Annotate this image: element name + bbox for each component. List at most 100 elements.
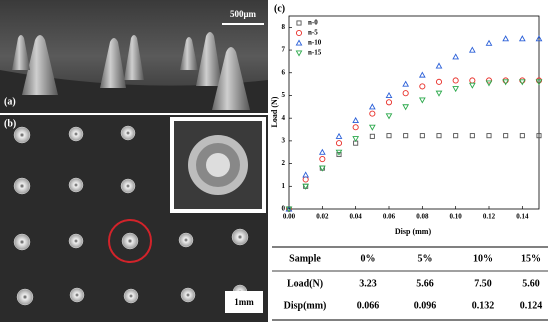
- panel-label: (b): [4, 118, 16, 129]
- chart: (c) Disp (mm) Load (N) 0 1 2 3 4 5 6 7 8 0.00 0.02…: [270, 3, 543, 236]
- marker: [518, 35, 526, 42]
- y-tick-label: 2: [282, 159, 286, 167]
- marker: [385, 113, 393, 120]
- x-tick-label: 0.10: [450, 213, 463, 221]
- marker: [468, 46, 476, 53]
- x-axis-label: Disp (mm): [395, 227, 432, 236]
- marker: [318, 148, 326, 155]
- legend-marker: [295, 50, 303, 57]
- scale-bar-label: 500μm: [230, 9, 257, 19]
- marker: [536, 133, 542, 139]
- table-cell: Load(N): [287, 278, 323, 289]
- marker: [336, 151, 342, 158]
- marker: [435, 78, 443, 85]
- marker: [302, 176, 309, 183]
- table-cell: Disp(mm): [284, 300, 327, 311]
- marker: [535, 35, 543, 42]
- marker: [485, 80, 493, 87]
- table-header-cell: 0%: [361, 253, 376, 264]
- x-tick-label: 0.04: [350, 213, 363, 221]
- table-header-cell: Sample: [289, 253, 321, 264]
- marker: [452, 86, 460, 93]
- panel-label: (a): [4, 96, 16, 107]
- x-tick-label: 0.00: [283, 213, 296, 221]
- y-tick-label: 5: [282, 91, 286, 99]
- marker: [469, 77, 476, 84]
- marker: [352, 136, 360, 143]
- legend-label: n-5: [308, 29, 318, 37]
- marker: [385, 91, 393, 99]
- x-tick-label: 0.12: [483, 213, 496, 221]
- marker: [419, 133, 425, 139]
- marker: [452, 53, 460, 60]
- marker: [386, 133, 392, 139]
- marker: [385, 99, 393, 106]
- marker: [402, 90, 409, 97]
- sem-image-b: 1mm (b): [0, 115, 268, 322]
- marker: [318, 165, 326, 172]
- legend-marker: [296, 20, 302, 26]
- table-header-cell: 15%: [521, 253, 541, 264]
- marker: [418, 71, 426, 78]
- marker: [502, 35, 510, 42]
- legend-label: n-15: [308, 49, 322, 57]
- marker: [403, 133, 409, 139]
- marker: [369, 110, 376, 117]
- sem-image-a: 500μm (a): [0, 0, 268, 113]
- table-cell: 5.66: [416, 278, 434, 289]
- x-tick-label: 0.06: [383, 213, 396, 221]
- panel-label: (c): [274, 3, 285, 14]
- marker: [435, 90, 443, 97]
- marker: [485, 39, 493, 46]
- marker: [335, 149, 343, 156]
- marker: [535, 79, 543, 86]
- x-tick-label: 0.08: [416, 213, 429, 221]
- marker: [352, 124, 359, 131]
- marker: [402, 80, 410, 87]
- table-cell: 3.23: [359, 278, 377, 289]
- marker: [503, 133, 509, 139]
- marker: [302, 171, 310, 178]
- marker: [519, 133, 525, 139]
- marker: [402, 104, 410, 111]
- marker: [518, 79, 526, 86]
- table-header-cell: 5%: [418, 253, 433, 264]
- marker: [468, 82, 476, 89]
- table-cell: 0.132: [472, 300, 495, 311]
- y-tick-label: 3: [282, 136, 286, 144]
- legend-marker: [295, 29, 303, 37]
- marker: [436, 133, 442, 139]
- marker: [486, 133, 492, 139]
- y-tick-label: 8: [282, 23, 286, 31]
- x-tick-label: 0.02: [316, 213, 329, 221]
- marker: [335, 132, 343, 139]
- marker: [319, 155, 326, 163]
- table: Sample 0% 5% 10% 15% Load(N) 3.23 5.66 7.50 5.60 D…: [272, 246, 548, 321]
- y-tick-label: 1: [282, 182, 286, 190]
- marker: [453, 133, 459, 139]
- legend-label: n-10: [308, 39, 322, 47]
- marker: [469, 133, 475, 139]
- marker: [368, 103, 376, 110]
- legend-label: n-0: [308, 19, 318, 27]
- table-cell: 0.124: [520, 300, 543, 311]
- table-header-cell: 10%: [473, 253, 493, 264]
- marker: [419, 83, 426, 90]
- x-tick-label: 0.14: [516, 213, 529, 221]
- y-tick-label: 6: [282, 68, 286, 76]
- marker: [285, 206, 293, 213]
- table-cell: 0.066: [357, 300, 380, 311]
- marker: [502, 79, 510, 86]
- y-axis-label: Load (N): [270, 96, 279, 127]
- y-tick-label: 0: [282, 205, 286, 213]
- marker: [352, 116, 360, 123]
- legend-marker: [295, 39, 303, 46]
- marker: [369, 133, 375, 139]
- marker: [335, 140, 343, 147]
- marker: [418, 97, 426, 104]
- table-cell: 0.096: [414, 300, 437, 311]
- marker: [368, 124, 376, 131]
- scale-bar-label: 1mm: [234, 297, 254, 307]
- y-tick-label: 4: [282, 114, 286, 122]
